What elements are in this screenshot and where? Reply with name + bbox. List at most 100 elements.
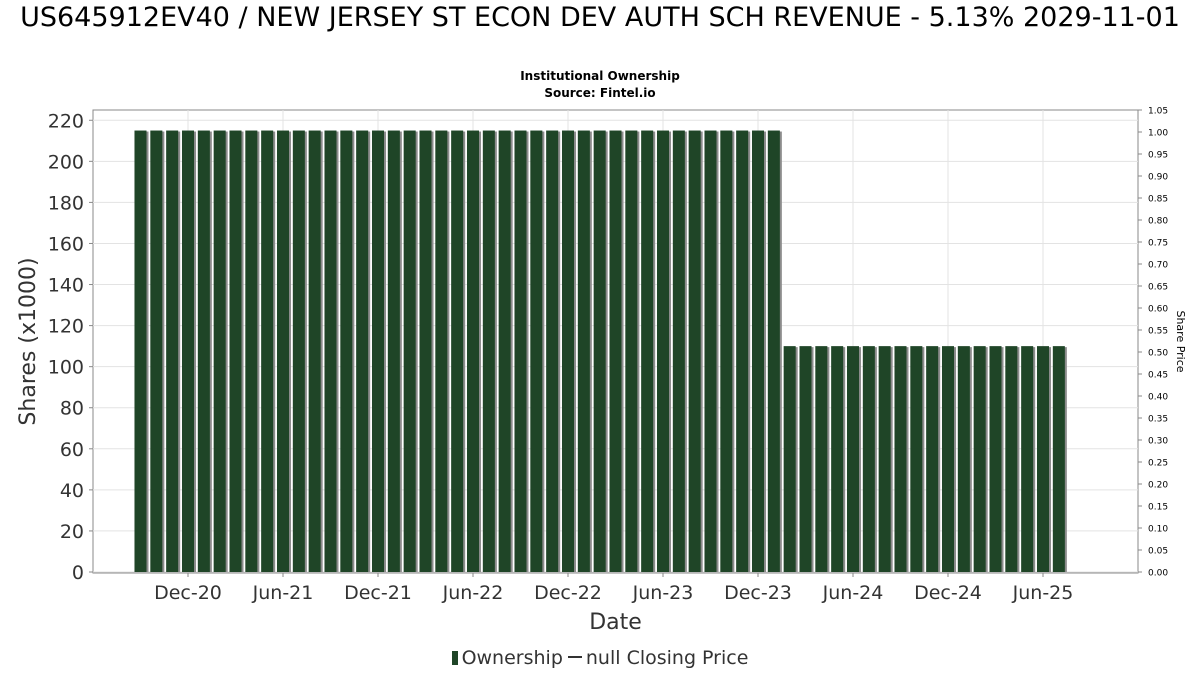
ownership-bar bbox=[656, 130, 670, 573]
ownership-bar bbox=[561, 130, 575, 573]
ownership-bar bbox=[957, 346, 970, 572]
ownership-bar bbox=[356, 130, 369, 573]
ownership-bar bbox=[625, 130, 638, 573]
ownership-legend-label: Ownership bbox=[461, 647, 563, 669]
y2-tick-label: 0.30 bbox=[1148, 437, 1168, 447]
ownership-bar bbox=[862, 346, 875, 572]
ownership-bar bbox=[229, 130, 242, 573]
x-axis-title: Date bbox=[589, 610, 642, 635]
price-legend-label: null Closing Price bbox=[585, 647, 749, 669]
ownership-bar bbox=[546, 130, 559, 573]
y2-tick-label: 0.15 bbox=[1148, 503, 1168, 513]
y2-tick-label: 0.65 bbox=[1148, 283, 1168, 293]
y-tick-label: 80 bbox=[60, 398, 84, 420]
y-tick-label: 60 bbox=[60, 439, 84, 461]
ownership-bar bbox=[213, 130, 226, 573]
ownership-bar bbox=[324, 130, 337, 573]
ownership-bar bbox=[419, 130, 432, 573]
ownership-bar bbox=[720, 130, 733, 573]
y2-tick-label: 0.35 bbox=[1148, 415, 1168, 425]
x-tick-label: Dec-24 bbox=[914, 582, 982, 604]
y2-tick-label: 0.55 bbox=[1148, 327, 1168, 337]
ownership-bar bbox=[799, 346, 812, 572]
y2-tick-label: 0.45 bbox=[1148, 371, 1168, 381]
chart-subtitle: Institutional Ownership bbox=[520, 69, 680, 83]
y2-tick-label: 0.05 bbox=[1148, 547, 1168, 557]
ownership-bar bbox=[989, 346, 1002, 572]
y2-tick-label: 0.75 bbox=[1148, 239, 1168, 249]
ownership-bar bbox=[815, 346, 828, 572]
y2-axis-title: Share Price bbox=[1174, 310, 1187, 372]
ownership-bar bbox=[577, 130, 590, 573]
y-tick-label: 160 bbox=[48, 233, 84, 255]
ownership-bar bbox=[435, 130, 448, 573]
y2-tick-label: 1.00 bbox=[1148, 129, 1168, 139]
chart-source: Source: Fintel.io bbox=[544, 86, 656, 100]
ownership-bar bbox=[736, 130, 749, 573]
ownership-bar bbox=[926, 346, 939, 572]
ownership-bar bbox=[197, 130, 210, 573]
ownership-bar bbox=[451, 130, 464, 573]
y2-tick-label: 0.40 bbox=[1148, 393, 1168, 403]
ownership-bar bbox=[704, 130, 717, 573]
x-tick-label: Dec-23 bbox=[724, 582, 792, 604]
ownership-bar bbox=[751, 130, 765, 573]
ownership-bar bbox=[387, 130, 400, 573]
y-tick-label: 220 bbox=[48, 110, 84, 132]
ownership-bar bbox=[340, 130, 353, 573]
y2-tick-label: 0.10 bbox=[1148, 525, 1168, 535]
ownership-bar bbox=[1005, 346, 1018, 572]
x-tick-label: Jun-22 bbox=[442, 582, 504, 604]
y-tick-label: 200 bbox=[48, 151, 84, 173]
x-tick-label: Dec-22 bbox=[534, 582, 602, 604]
y2-tick-label: 0.70 bbox=[1148, 261, 1168, 271]
ownership-bar bbox=[1052, 346, 1065, 572]
y2-tick-label: 0.25 bbox=[1148, 459, 1168, 469]
x-tick-label: Jun-25 bbox=[1012, 582, 1074, 604]
ownership-bar bbox=[672, 130, 685, 573]
ownership-bar bbox=[308, 130, 321, 573]
y2-tick-label: 0.85 bbox=[1148, 195, 1168, 205]
ownership-bar bbox=[150, 130, 163, 573]
x-tick-label: Dec-21 bbox=[344, 582, 412, 604]
ownership-bar bbox=[482, 130, 495, 573]
chart-title: US645912EV40 / NEW JERSEY ST ECON DEV AU… bbox=[20, 2, 1180, 33]
y2-tick-label: 1.05 bbox=[1148, 107, 1168, 117]
y2-tick-label: 0.00 bbox=[1148, 569, 1168, 579]
ownership-bar bbox=[134, 130, 147, 573]
ownership-bar bbox=[261, 130, 274, 573]
ownership-bar bbox=[292, 130, 305, 573]
ownership-bar bbox=[910, 346, 923, 572]
ownership-bar bbox=[593, 130, 606, 573]
y-tick-label: 100 bbox=[48, 357, 84, 379]
x-tick-label: Jun-24 bbox=[822, 582, 884, 604]
y2-tick-label: 0.95 bbox=[1148, 151, 1168, 161]
ownership-bar bbox=[609, 130, 622, 573]
y-tick-label: 120 bbox=[48, 316, 84, 338]
ownership-bar bbox=[894, 346, 907, 572]
ownership-bar bbox=[846, 346, 860, 572]
ownership-bar bbox=[245, 130, 258, 573]
y-tick-label: 40 bbox=[60, 480, 84, 502]
ownership-bar bbox=[941, 346, 955, 572]
y-tick-label: 0 bbox=[72, 562, 84, 584]
ownership-chart: 0 20 40 60 80 100 120 140 160 180 200 220 Dec-20 Jun-… bbox=[16, 107, 1187, 636]
ownership-legend-swatch bbox=[451, 651, 458, 665]
ownership-bar bbox=[973, 346, 986, 572]
ownership-bar bbox=[688, 130, 701, 573]
x-tick-label: Jun-21 bbox=[252, 582, 314, 604]
ownership-bar bbox=[276, 130, 290, 573]
y2-tick-label: 0.20 bbox=[1148, 481, 1168, 491]
ownership-bar bbox=[181, 130, 195, 573]
x-tick-label: Dec-20 bbox=[154, 582, 222, 604]
ownership-bar bbox=[831, 346, 844, 572]
price-legend-swatch bbox=[567, 656, 582, 658]
y2-tick-label: 0.60 bbox=[1148, 305, 1168, 315]
chart-legend: Ownership null Closing Price bbox=[0, 647, 1200, 669]
ownership-bar bbox=[783, 346, 796, 572]
y2-tick-label: 0.90 bbox=[1148, 173, 1168, 183]
ownership-bar bbox=[514, 130, 527, 573]
y2-tick-label: 0.50 bbox=[1148, 349, 1168, 359]
y2-tick-label: 0.80 bbox=[1148, 217, 1168, 227]
x-tick-label: Jun-23 bbox=[632, 582, 694, 604]
